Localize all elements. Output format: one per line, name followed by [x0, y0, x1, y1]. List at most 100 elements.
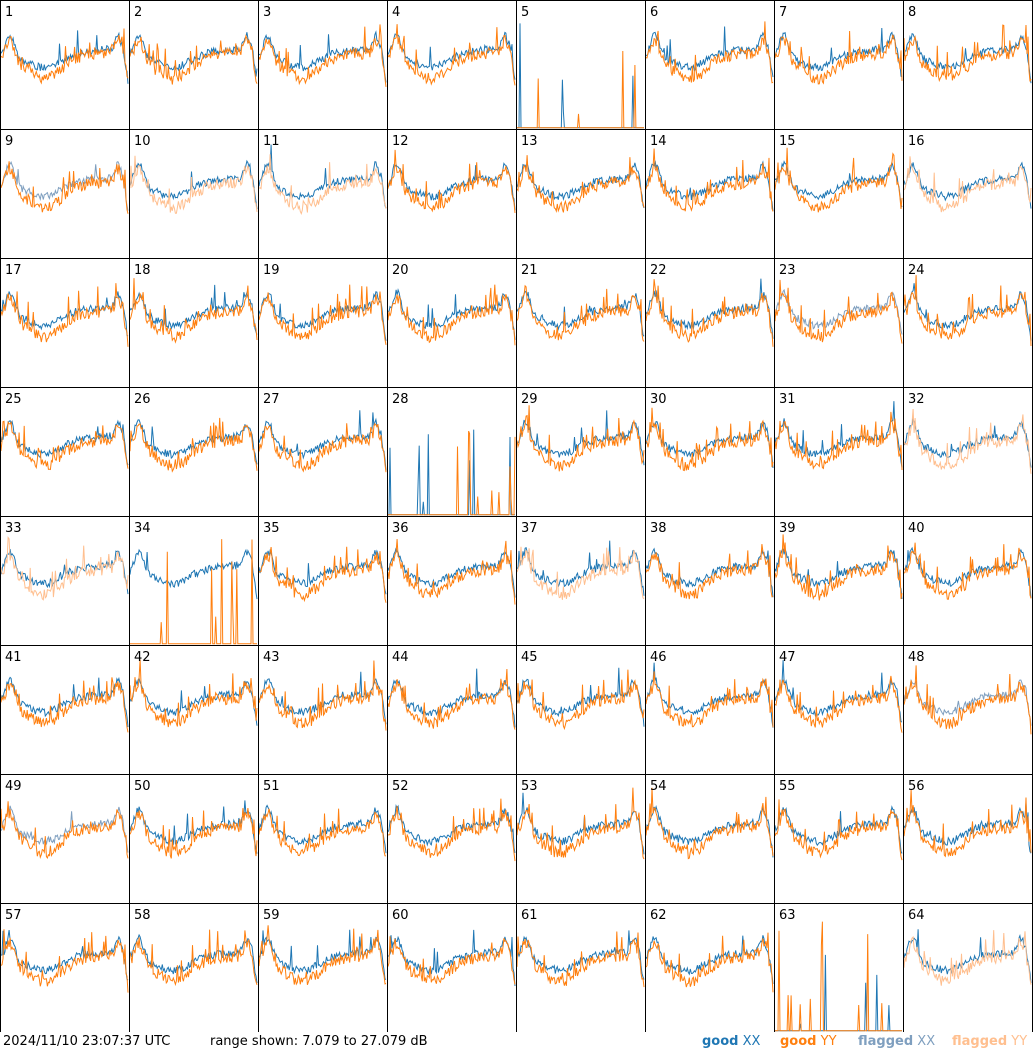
panel-35-label: 35	[263, 521, 280, 536]
panel-52-xx-line	[387, 804, 516, 853]
panel-10-label: 10	[134, 134, 151, 149]
panel-15-yy-line	[774, 147, 903, 213]
panel-36-yy-line	[387, 539, 516, 605]
panel-47-label: 47	[779, 650, 796, 665]
panel-23-xx-line	[774, 288, 903, 335]
panel-56-yy-line	[903, 789, 1032, 858]
panel-25-yy-line	[0, 420, 129, 471]
panel-48-label: 48	[908, 650, 925, 665]
legend-good-yy-pol: YY	[820, 1034, 837, 1049]
panel-57-yy-line	[0, 929, 129, 993]
panel-19-yy-line	[258, 284, 387, 345]
panel-11-yy-line	[258, 154, 387, 215]
range-shown: range shown: 7.079 to 27.079 dB	[210, 1034, 428, 1049]
panel-29-yy-line	[516, 405, 645, 472]
panel-4-label: 4	[392, 5, 400, 20]
panel-62-yy-line	[645, 932, 774, 993]
panel-11-label: 11	[263, 134, 280, 149]
legend-good-xx-pol: XX	[742, 1034, 761, 1049]
panel-7-xx-line	[774, 27, 903, 78]
panel-41-yy-line	[0, 677, 129, 733]
panel-3-label: 3	[263, 5, 271, 20]
panel-45-label: 45	[521, 650, 538, 665]
panel-60-xx-line	[387, 929, 516, 987]
panel-53-xx-line	[516, 792, 645, 855]
panel-2-label: 2	[134, 5, 142, 20]
legend-good-yy: good YY	[780, 1034, 837, 1049]
panel-60-label: 60	[392, 908, 409, 923]
panel-58-yy-line	[129, 929, 258, 987]
panel-55-label: 55	[779, 779, 796, 794]
panel-21-yy-line	[516, 284, 645, 342]
panel-15-label: 15	[779, 134, 796, 149]
panel-13-yy-line	[516, 155, 645, 214]
footer: 2024/11/10 23:07:37 UTC range shown: 7.0…	[0, 1032, 1033, 1053]
panel-12-yy-line	[387, 149, 516, 214]
panel-34-yy-line	[130, 539, 257, 645]
panel-18-label: 18	[134, 263, 151, 278]
panel-63-label: 63	[779, 908, 796, 923]
panel-61-label: 61	[521, 908, 538, 923]
panel-54-xx-line	[645, 805, 774, 858]
panel-3-yy-line	[258, 24, 387, 87]
legend-flagged-yy: flagged YY	[952, 1034, 1027, 1049]
panel-4-xx-line	[387, 31, 516, 80]
panel-20-label: 20	[392, 263, 409, 278]
panel-33-label: 33	[5, 521, 22, 536]
panel-6-yy-line	[645, 21, 774, 84]
panel-49-label: 49	[5, 779, 22, 794]
panel-39-xx-line	[774, 548, 903, 600]
panel-9-yy-line	[0, 161, 129, 214]
panel-12-xx-line	[387, 162, 516, 211]
panel-17: 17	[0, 258, 130, 388]
panel-37-label: 37	[521, 521, 538, 536]
panel-4-yy-line	[387, 24, 516, 86]
panel-32-label: 32	[908, 392, 925, 407]
panel-27-label: 27	[263, 392, 280, 407]
panel-15-xx-line	[774, 160, 903, 208]
panel-51-label: 51	[263, 779, 280, 794]
panel-33-xx-line	[0, 549, 129, 595]
panel-46-label: 46	[650, 650, 667, 665]
panel-14-yy-line	[645, 148, 774, 212]
panel-55: 55	[774, 774, 904, 904]
panel-17-yy-line	[0, 283, 129, 347]
panel-44-yy-line	[387, 668, 516, 730]
legend-flagged-xx: flagged XX	[858, 1034, 935, 1049]
panel-40-yy-line	[903, 542, 1032, 600]
legend-flagged-yy-pol: YY	[1011, 1034, 1028, 1049]
panel-38-label: 38	[650, 521, 667, 536]
panel-24-yy-line	[903, 275, 1032, 347]
panel-10-yy-line	[129, 155, 258, 214]
legend-good-xx: good XX	[702, 1034, 760, 1049]
panel-23-label: 23	[779, 263, 796, 278]
panel-28-yy-line	[388, 430, 516, 516]
panel-16-label: 16	[908, 134, 925, 149]
panel-41-label: 41	[5, 650, 22, 665]
panel-27-yy-line	[258, 422, 387, 473]
panel-40-label: 40	[908, 521, 925, 536]
panel-34-xx-line	[129, 548, 258, 600]
panel-51-xx-line	[258, 804, 387, 854]
panel-38: 38	[645, 516, 775, 646]
legend-good-yy-word: good	[780, 1034, 817, 1049]
panel-25-xx-line	[0, 419, 129, 466]
panel-55-yy-line	[774, 799, 903, 861]
panel-36-label: 36	[392, 521, 409, 536]
panel-52-yy-line	[388, 798, 516, 862]
panel-46-yy-line	[645, 671, 774, 728]
panel-13-xx-line	[516, 162, 645, 209]
panel-61-yy-line	[516, 931, 645, 988]
panel-49-yy-line	[0, 801, 129, 860]
panel-20-xx-line	[387, 288, 516, 340]
panel-55-xx-line	[774, 805, 903, 854]
panel-43-label: 43	[263, 650, 280, 665]
panel-26-label: 26	[134, 392, 151, 407]
panel-10-xx-line	[129, 159, 258, 210]
panel-14-label: 14	[650, 134, 667, 149]
panel-25-label: 25	[5, 392, 22, 407]
panel-58: 58	[129, 903, 259, 1032]
panel-37-yy-line	[516, 546, 645, 600]
panel-17-xx-line	[0, 291, 129, 337]
timestamp: 2024/11/10 23:07:37 UTC	[3, 1034, 171, 1049]
